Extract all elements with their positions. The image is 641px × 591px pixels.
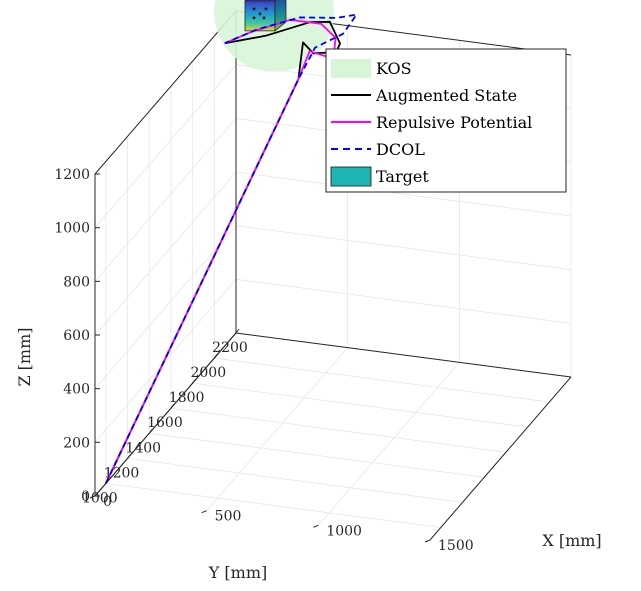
legend: KOS Augmented State Repulsive Potential DCO… (325, 48, 567, 193)
x-tick-mark (424, 539, 431, 543)
z-axis-label: Z [mm] (15, 327, 34, 386)
legend-label: DCOL (376, 140, 425, 159)
y-tick-mark (127, 454, 131, 459)
grid-line (235, 171, 572, 217)
target-marker-dot (258, 12, 262, 16)
z-tick-label: 0 (81, 489, 90, 505)
grid-line (94, 225, 237, 389)
y-tick-mark (235, 328, 240, 334)
box-edge (235, 332, 572, 378)
grid-line (94, 64, 237, 228)
x-axis-label: X [mm] (542, 531, 601, 550)
y-axis-line (94, 332, 237, 497)
series-repulsive-potential (104, 18, 337, 484)
grid-line (127, 457, 463, 503)
x-tick-mark (313, 524, 319, 528)
target-marker-dot (252, 7, 256, 11)
y-tick-label: 1200 (104, 465, 140, 481)
series-dcol (104, 13, 358, 484)
y-tick-label: 1800 (169, 390, 205, 406)
y-tick-label: 2000 (190, 365, 226, 381)
tick-labels: 0 200 400 600 800 1000 1200 2200 2000 1800 1600 140… (54, 167, 473, 554)
grid-line (149, 432, 485, 478)
target-marker-dot (262, 16, 266, 20)
x-tick-label: 0 (103, 494, 112, 510)
y-tick-mark (148, 429, 153, 434)
x-tick-mark (201, 510, 207, 514)
grid-line (214, 357, 550, 403)
target-marker-dot (264, 7, 268, 11)
z-tick-label: 1000 (54, 221, 90, 237)
x-tick-label: 1000 (326, 523, 362, 539)
z-tick-label: 200 (63, 435, 90, 451)
legend-swatch-target (330, 166, 372, 187)
box-edge (94, 10, 237, 175)
x-tick-label: 500 (215, 509, 242, 525)
z-tick-label: 400 (63, 382, 90, 398)
y-tick-label: 1400 (125, 440, 161, 456)
grid-line (206, 347, 348, 511)
target-marker-dot (252, 16, 256, 20)
grid-line (94, 118, 237, 282)
series-layer (104, 13, 358, 484)
y-tick-mark (105, 479, 110, 484)
x-tick-mark (89, 495, 96, 499)
legend-swatch-kos (331, 59, 371, 78)
y-tick-label: 2200 (212, 340, 248, 356)
grid-line (192, 382, 528, 428)
legend-label: Target (376, 167, 429, 186)
legend-label: KOS (376, 59, 412, 78)
grid-line (170, 407, 506, 453)
grid-line (235, 225, 572, 271)
x-axis-line (429, 376, 572, 541)
grid-line (94, 279, 237, 443)
grid-line (94, 171, 237, 336)
z-tick-label: 1200 (54, 167, 90, 183)
legend-label: Augmented State (375, 86, 517, 105)
x-tick-label: 1500 (438, 538, 474, 554)
legend-label: Repulsive Potential (376, 113, 532, 132)
y-tick-label: 1600 (147, 415, 183, 431)
y-tick-mark (170, 403, 175, 409)
y-tick-mark (213, 353, 218, 359)
z-tick-label: 600 (63, 328, 90, 344)
series-augmented-state (104, 20, 341, 484)
y-tick-mark (192, 378, 197, 384)
grid-line (235, 278, 572, 324)
target-face-top (243, 0, 277, 2)
y-axis-label: Y [mm] (208, 563, 267, 582)
y-tick-label: 1000 (82, 490, 118, 506)
grid-line (318, 362, 460, 526)
grid-line (105, 483, 441, 528)
z-tick-label: 800 (63, 274, 90, 290)
